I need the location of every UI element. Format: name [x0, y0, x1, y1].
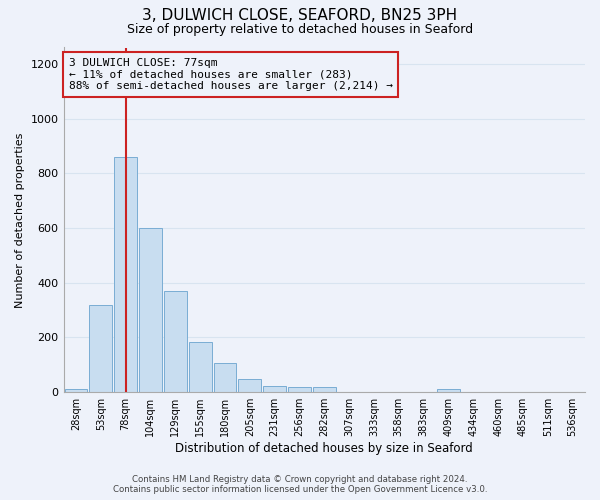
Bar — [214, 364, 236, 392]
Text: 3, DULWICH CLOSE, SEAFORD, BN25 3PH: 3, DULWICH CLOSE, SEAFORD, BN25 3PH — [142, 8, 458, 22]
Text: Size of property relative to detached houses in Seaford: Size of property relative to detached ho… — [127, 22, 473, 36]
Bar — [139, 228, 162, 392]
Bar — [114, 157, 137, 392]
Bar — [164, 291, 187, 392]
Text: 3 DULWICH CLOSE: 77sqm
← 11% of detached houses are smaller (283)
88% of semi-de: 3 DULWICH CLOSE: 77sqm ← 11% of detached… — [69, 58, 393, 91]
Bar — [263, 386, 286, 392]
Bar — [313, 386, 335, 392]
X-axis label: Distribution of detached houses by size in Seaford: Distribution of detached houses by size … — [175, 442, 473, 455]
Bar — [89, 304, 112, 392]
Bar — [238, 380, 261, 392]
Bar — [288, 388, 311, 392]
Text: Contains HM Land Registry data © Crown copyright and database right 2024.
Contai: Contains HM Land Registry data © Crown c… — [113, 474, 487, 494]
Bar — [437, 390, 460, 392]
Bar — [65, 390, 88, 392]
Bar — [188, 342, 212, 392]
Y-axis label: Number of detached properties: Number of detached properties — [15, 132, 25, 308]
